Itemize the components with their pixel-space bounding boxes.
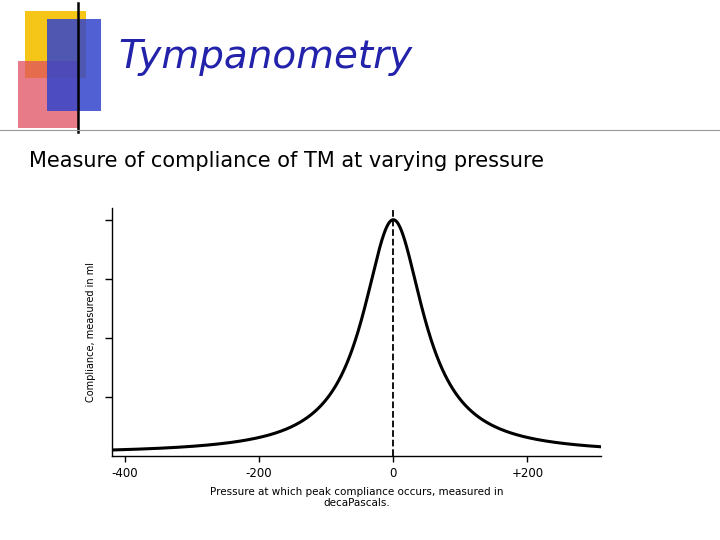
Y-axis label: Compliance, measured in ml: Compliance, measured in ml — [86, 262, 96, 402]
Text: Tympanometry: Tympanometry — [119, 38, 413, 76]
X-axis label: Pressure at which peak compliance occurs, measured in
decaPascals.: Pressure at which peak compliance occurs… — [210, 487, 503, 508]
FancyBboxPatch shape — [47, 19, 101, 111]
Text: Measure of compliance of TM at varying pressure: Measure of compliance of TM at varying p… — [29, 151, 544, 171]
FancyBboxPatch shape — [25, 11, 86, 78]
FancyBboxPatch shape — [18, 60, 79, 128]
